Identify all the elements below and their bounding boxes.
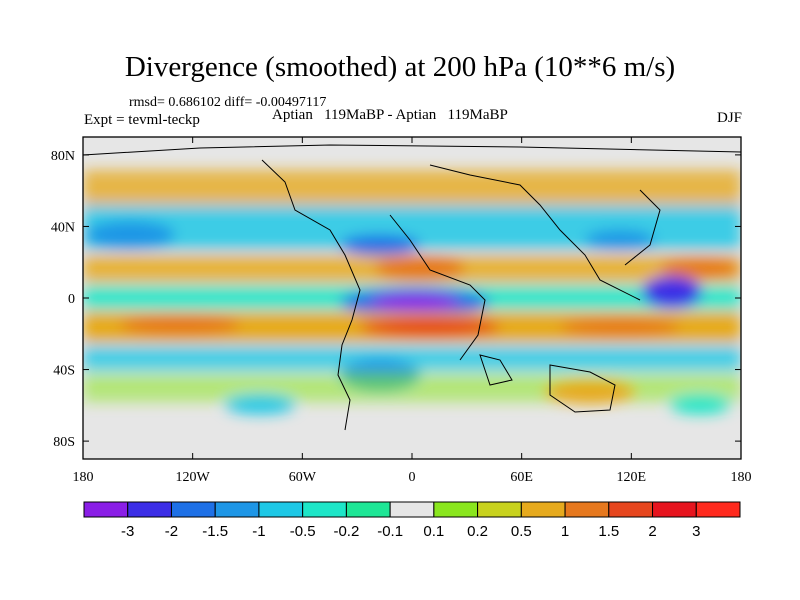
colorbar-swatch-9 xyxy=(477,501,522,518)
coastline-africa xyxy=(389,214,486,361)
coastline-east-asia xyxy=(624,189,661,266)
colorbar-swatch-8 xyxy=(433,501,479,518)
field-wpac-neg xyxy=(642,276,702,308)
field-band-s-weak xyxy=(83,372,741,402)
field-sneg-3 xyxy=(670,396,730,414)
colorbar-label-13: 3 xyxy=(692,523,700,540)
field-neg-asia xyxy=(585,230,655,250)
x-tick-label-2: 60W xyxy=(289,470,317,485)
field-spos-2 xyxy=(360,317,500,337)
comparison-label: Aptian 119MaBP - Aptian 119MaBP xyxy=(272,107,508,123)
colorbar-label-3: -1 xyxy=(252,523,265,540)
coastline-americas xyxy=(261,159,361,431)
field-band-n-positive xyxy=(83,170,741,205)
y-tick-label-2: 0 xyxy=(68,292,75,307)
y-tick-label-4: 80S xyxy=(53,435,75,450)
x-tick-label-3: 0 xyxy=(409,470,416,485)
colorbar-label-5: -0.2 xyxy=(333,523,359,540)
colorbar-label-10: 1 xyxy=(561,523,569,540)
coastlines xyxy=(83,144,741,431)
x-tick-label-1: 120W xyxy=(176,470,211,485)
colorbar-label-7: 0.1 xyxy=(423,523,444,540)
experiment-label: Expt = tevml-teckp xyxy=(84,112,200,128)
y-axis: 80N 40N 0 40S 80S xyxy=(51,149,741,450)
y-tick-label-0: 80N xyxy=(51,149,75,164)
coastline-arctic xyxy=(83,144,741,156)
field-pos-wpac xyxy=(660,258,740,278)
y-tick-label-3: 40S xyxy=(53,364,75,379)
colorbar-label-12: 2 xyxy=(648,523,656,540)
colorbar-swatch-14 xyxy=(695,501,741,518)
colorbar-label-11: 1.5 xyxy=(598,523,619,540)
field-neg-npac xyxy=(85,221,175,249)
colorbar-label-0: -3 xyxy=(121,523,134,540)
field-pos-atl xyxy=(375,256,465,280)
colorbar-swatch-7 xyxy=(389,501,435,518)
coastline-india xyxy=(479,354,513,386)
colorbar-swatch-12 xyxy=(608,501,654,518)
x-tick-label-4: 60E xyxy=(510,470,533,485)
field-spos-1 xyxy=(120,315,240,335)
season-label: DJF xyxy=(716,110,742,126)
field-eq-neg-core xyxy=(370,293,460,311)
colorbar-swatch-11 xyxy=(564,501,610,518)
colorbar-swatch-13 xyxy=(652,501,697,518)
colorbar-swatch-10 xyxy=(520,501,566,518)
field-sneg-2 xyxy=(225,396,295,414)
coastline-australia xyxy=(549,364,616,413)
field-spos-3 xyxy=(560,318,680,336)
colorbar-swatch-4 xyxy=(258,501,304,518)
x-tick-label-0: 180 xyxy=(73,470,94,485)
field-layer xyxy=(83,137,741,459)
y-tick-label-1: 40N xyxy=(51,220,75,235)
colorbar-swatch-0 xyxy=(83,501,129,518)
colorbar-swatch-6 xyxy=(345,501,391,518)
colorbar-label-1: -2 xyxy=(165,523,178,540)
colorbar-swatch-5 xyxy=(302,501,347,518)
colorbar-label-4: -0.5 xyxy=(290,523,316,540)
colorbar-label-8: 0.2 xyxy=(467,523,488,540)
colorbar-swatch-2 xyxy=(170,501,216,518)
stats-line: rmsd= 0.686102 diff= -0.00497117 xyxy=(129,95,327,110)
coastline-eurasia xyxy=(429,164,641,301)
chart-title: Divergence (smoothed) at 200 hPa (10**6 … xyxy=(124,51,676,83)
colorbar-swatch-3 xyxy=(214,501,260,518)
x-tick-label-5: 120E xyxy=(617,470,647,485)
colorbar-swatch-1 xyxy=(127,501,172,518)
colorbar: -3 -2 -1.5 -1 -0.5 -0.2 -0.1 0.1 0.2 0.5 1 1.5 2 3 xyxy=(83,501,741,540)
colorbar-label-2: -1.5 xyxy=(202,523,228,540)
colorbar-label-6: -0.1 xyxy=(377,523,403,540)
field-neg-natl xyxy=(340,235,420,255)
x-axis: 180 120W 60W 0 60E 120E 180 xyxy=(73,137,752,485)
x-tick-label-6: 180 xyxy=(731,470,752,485)
colorbar-label-9: 0.5 xyxy=(511,523,532,540)
